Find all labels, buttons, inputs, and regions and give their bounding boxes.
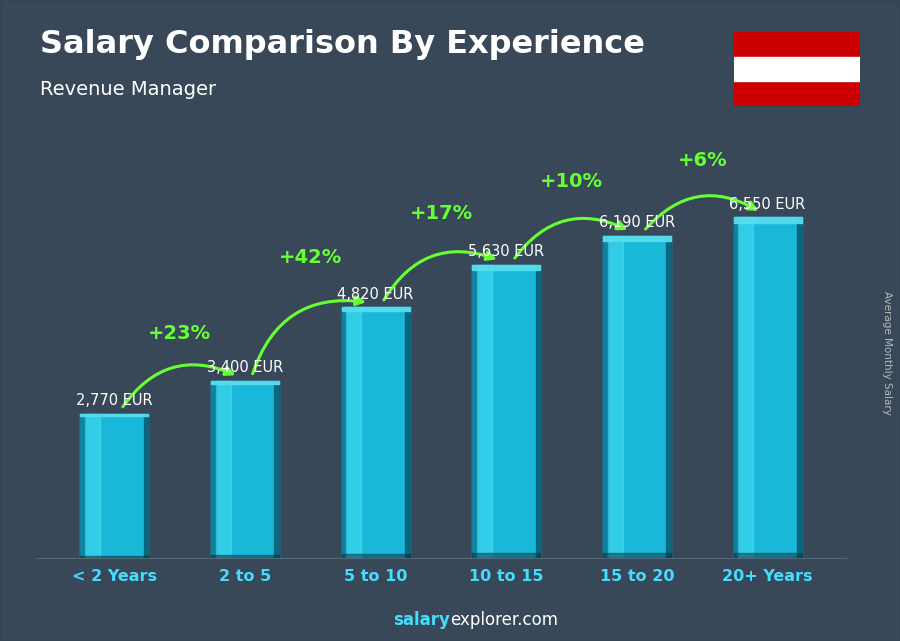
Bar	[80, 413, 148, 416]
Bar	[666, 236, 670, 558]
Bar	[734, 217, 738, 558]
Text: 6,190 EUR: 6,190 EUR	[598, 215, 675, 230]
Bar	[734, 217, 802, 558]
Bar	[212, 381, 279, 384]
FancyArrowPatch shape	[645, 196, 755, 229]
Bar	[734, 56, 860, 81]
Bar	[86, 413, 100, 558]
Text: 2,770 EUR: 2,770 EUR	[76, 393, 153, 408]
Bar	[472, 265, 540, 558]
Text: Average Monthly Salary: Average Monthly Salary	[881, 290, 892, 415]
Bar	[796, 217, 802, 558]
Bar	[472, 265, 477, 558]
Text: +42%: +42%	[279, 248, 342, 267]
Text: 6,550 EUR: 6,550 EUR	[730, 197, 806, 212]
Bar	[734, 553, 802, 558]
Bar	[536, 265, 540, 558]
Bar	[342, 307, 410, 558]
Bar	[216, 381, 230, 558]
Text: +17%: +17%	[410, 204, 472, 222]
Bar	[346, 307, 362, 558]
Bar	[212, 381, 216, 558]
Text: +10%: +10%	[540, 172, 603, 192]
Text: Revenue Manager: Revenue Manager	[40, 80, 217, 99]
FancyArrowPatch shape	[384, 252, 494, 300]
Bar	[608, 236, 623, 558]
Bar	[342, 307, 410, 312]
Bar	[80, 556, 148, 558]
FancyArrowPatch shape	[253, 297, 363, 374]
Bar	[603, 236, 608, 558]
Text: 4,820 EUR: 4,820 EUR	[338, 287, 414, 301]
Bar	[603, 236, 670, 558]
Bar	[603, 236, 670, 242]
Bar	[734, 217, 802, 223]
Text: 3,400 EUR: 3,400 EUR	[207, 360, 284, 376]
Bar	[274, 381, 279, 558]
Bar	[80, 413, 148, 558]
Bar	[738, 217, 753, 558]
Text: Salary Comparison By Experience: Salary Comparison By Experience	[40, 29, 645, 60]
Text: +23%: +23%	[148, 324, 211, 343]
Text: +6%: +6%	[678, 151, 727, 171]
FancyArrowPatch shape	[122, 365, 232, 407]
Bar	[144, 413, 148, 558]
Bar	[212, 555, 279, 558]
Text: salary: salary	[393, 612, 450, 629]
Bar	[212, 381, 279, 558]
Text: explorer.com: explorer.com	[450, 612, 558, 629]
Bar	[405, 307, 410, 558]
FancyArrowPatch shape	[515, 219, 625, 258]
Bar	[472, 553, 540, 558]
Bar	[603, 553, 670, 558]
Bar	[477, 265, 492, 558]
Bar	[472, 265, 540, 270]
Bar	[80, 413, 86, 558]
Bar	[342, 554, 410, 558]
Text: 5,630 EUR: 5,630 EUR	[468, 244, 544, 260]
Bar	[342, 307, 346, 558]
